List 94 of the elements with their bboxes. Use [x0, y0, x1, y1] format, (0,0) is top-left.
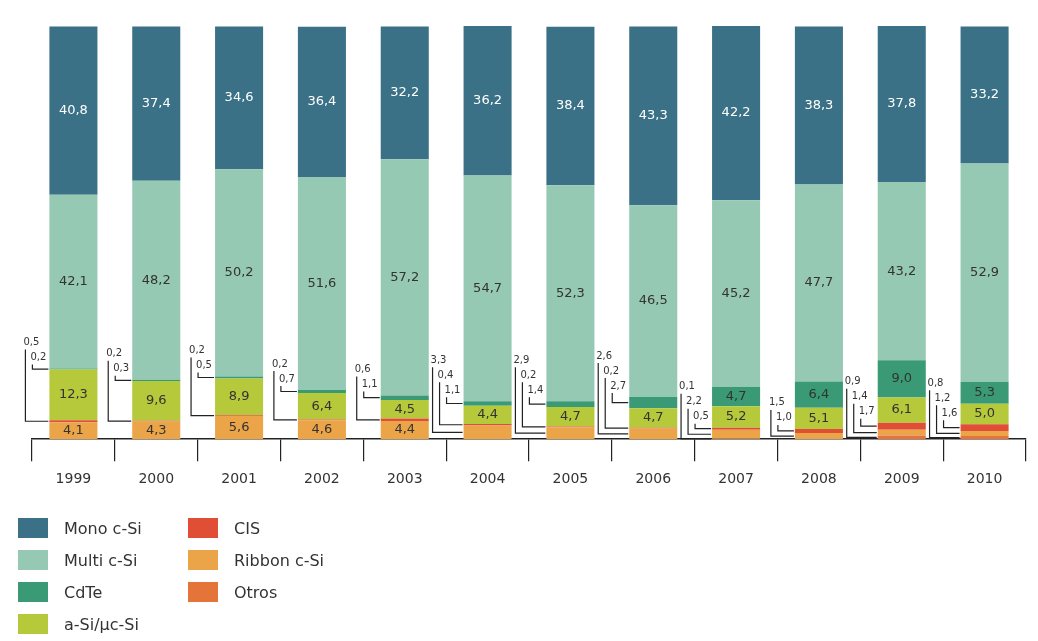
data-label: 2,9: [513, 353, 530, 365]
data-label: 48,2: [141, 271, 171, 287]
data-label: 0,5: [693, 410, 709, 422]
data-label: 2,7: [610, 379, 627, 391]
legend-label: Otros: [234, 582, 278, 602]
legend-label: Ribbon c-Si: [234, 550, 325, 570]
legend-label: Multi c-Si: [64, 550, 138, 570]
data-label: 4,7: [560, 408, 581, 424]
data-label: 36,2: [473, 92, 503, 108]
data-label: 0,8: [927, 376, 944, 388]
legend-label: Mono c-Si: [64, 518, 142, 538]
x-tick-label: 2008: [801, 470, 837, 487]
data-label: 0,2: [30, 351, 47, 363]
data-label: 9,0: [891, 370, 913, 386]
data-label: 38,4: [555, 97, 585, 113]
data-label: 0,6: [354, 363, 371, 375]
x-tick-label: 2002: [304, 470, 340, 487]
data-label: 5,0: [974, 405, 995, 421]
x-tick-label: 2003: [386, 470, 423, 487]
data-label: 34,6: [224, 89, 254, 105]
data-label: 4,7: [642, 409, 664, 425]
data-label: 52,9: [970, 264, 1000, 280]
data-label: 2,2: [686, 395, 702, 407]
data-label: 54,7: [473, 279, 503, 295]
x-tick-label: 2009: [883, 470, 920, 487]
data-label: 0,7: [278, 372, 295, 384]
data-label: 50,2: [224, 264, 254, 280]
data-label: 46,5: [638, 292, 668, 308]
data-label: 0,4: [437, 368, 454, 380]
data-label: 1,2: [934, 391, 951, 403]
x-tick-label: 2004: [469, 470, 506, 487]
data-label: 8,9: [228, 388, 250, 404]
data-label: 42,2: [721, 104, 751, 120]
data-label: 51,6: [307, 274, 337, 290]
data-label: 1,0: [775, 411, 792, 423]
data-label: 40,8: [58, 102, 88, 117]
x-tick-label: 2007: [718, 470, 754, 487]
data-label: 5,6: [228, 419, 250, 435]
x-tick-label: 2001: [221, 470, 257, 487]
data-label: 37,4: [141, 94, 171, 110]
data-label: 9,6: [145, 392, 167, 408]
data-label: 6,4: [311, 397, 333, 413]
data-label: 37,8: [887, 95, 917, 111]
data-label: 0,3: [113, 362, 130, 374]
data-label: 6,1: [891, 401, 913, 417]
legend-label: a-Si/µc-Si: [64, 614, 139, 634]
x-tick-label: 2010: [966, 470, 1003, 487]
data-label: 1,4: [851, 390, 868, 402]
x-tick-label: 2000: [138, 470, 175, 487]
data-label: 33,2: [970, 86, 1000, 102]
data-label: 5,2: [725, 408, 747, 424]
data-label: 43,2: [887, 262, 917, 278]
data-label: 4,5: [394, 400, 416, 416]
data-label: 0,1: [679, 380, 695, 392]
data-label: 5,3: [974, 384, 995, 400]
data-label: 4,3: [145, 421, 167, 437]
data-label: 0,2: [106, 347, 123, 359]
data-label: 32,2: [390, 84, 420, 100]
x-tick-label: 2006: [635, 470, 672, 487]
data-label: 1,1: [361, 378, 378, 390]
data-label: 52,3: [555, 284, 585, 300]
data-label: 45,2: [721, 284, 751, 300]
data-label: 42,1: [58, 273, 88, 289]
data-label: 6,4: [808, 385, 830, 401]
data-label: 3,3: [430, 353, 447, 365]
data-label: 0,9: [844, 375, 861, 387]
data-label: 0,2: [189, 344, 205, 356]
data-label: 4,6: [311, 421, 333, 437]
data-label: 0,2: [603, 364, 620, 376]
data-label: 0,5: [23, 336, 40, 348]
data-label: 1,6: [941, 406, 958, 418]
data-label: 4,1: [63, 422, 84, 438]
data-label: 12,3: [58, 386, 88, 402]
data-label: 4,4: [394, 421, 416, 437]
data-label: 43,3: [638, 107, 668, 123]
legend-label: CIS: [234, 518, 261, 538]
data-label: 57,2: [390, 268, 420, 284]
data-label: 0,2: [271, 357, 288, 369]
data-label: 1,7: [858, 405, 875, 417]
data-label: 1,5: [768, 396, 785, 408]
data-label: 38,3: [804, 96, 834, 112]
data-label: 47,7: [804, 274, 834, 290]
data-label: 36,4: [307, 93, 337, 109]
x-tick-label: 2005: [552, 470, 589, 487]
data-label: 0,2: [520, 368, 537, 380]
data-label: 2,6: [596, 349, 613, 361]
data-label: 1,4: [527, 383, 544, 395]
data-label: 4,4: [477, 406, 498, 422]
legend-label: CdTe: [64, 582, 103, 602]
data-label: 4,7: [725, 387, 747, 403]
data-label: 0,5: [196, 359, 212, 371]
data-label: 5,1: [808, 409, 830, 425]
x-tick-label: 1999: [55, 470, 92, 487]
data-label: 1,1: [444, 383, 461, 395]
